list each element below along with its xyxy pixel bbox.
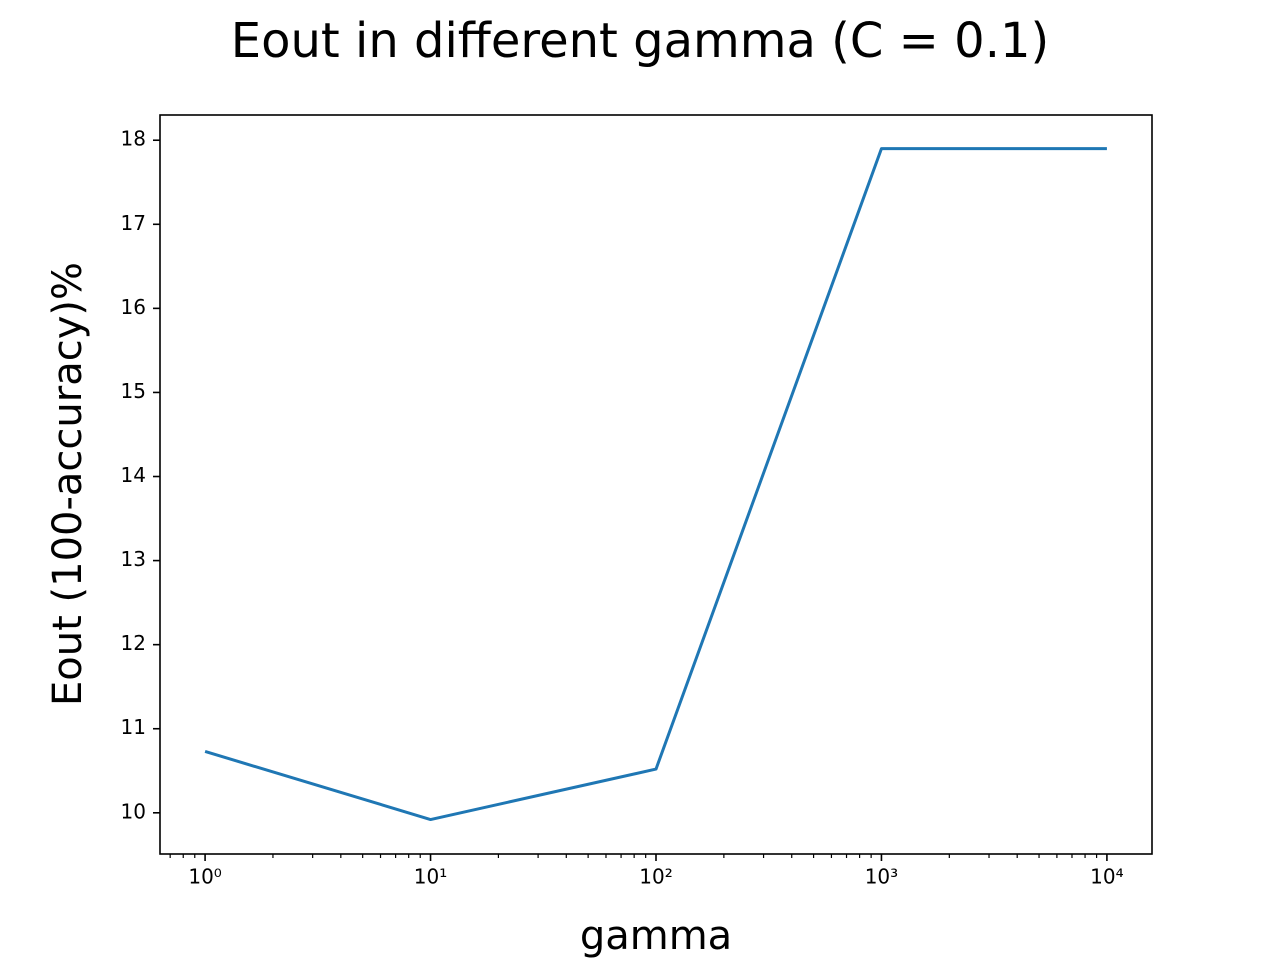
y-tick-label: 12 — [121, 631, 146, 655]
y-tick-label: 17 — [121, 211, 146, 235]
y-tick-label: 15 — [121, 379, 146, 403]
y-tick-label: 10 — [121, 799, 146, 823]
line-series — [204, 147, 1107, 822]
y-tick-label: 16 — [121, 295, 146, 319]
chart-title: Eout in different gamma (C = 0.1) — [231, 13, 1049, 69]
x-tick-label: 10⁴ — [1090, 865, 1123, 889]
y-tick-label: 14 — [121, 463, 146, 487]
x-tick-label: 10¹ — [414, 865, 447, 889]
y-tick-label: 11 — [121, 715, 146, 739]
y-tick-label: 18 — [121, 127, 146, 151]
x-axis-label: gamma — [580, 913, 732, 959]
y-tick-label: 13 — [121, 547, 146, 571]
x-tick-label: 10³ — [865, 865, 898, 889]
y-axis-label: Eout (100-accuracy)% — [45, 262, 91, 706]
x-tick-label: 10⁰ — [188, 865, 221, 889]
x-tick-label: 10² — [639, 865, 672, 889]
plot-frame — [159, 114, 1153, 855]
